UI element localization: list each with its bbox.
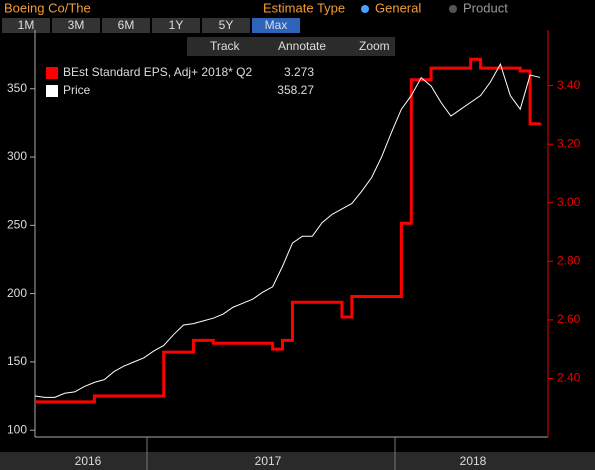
legend <box>40 63 318 101</box>
y2-tick-label: 2.40 <box>557 371 581 385</box>
radio-label[interactable]: Product <box>463 0 508 15</box>
y-tick-label: 200 <box>7 286 27 300</box>
toolbar <box>187 37 395 56</box>
radio[interactable] <box>449 5 457 13</box>
tool-button[interactable]: Annotate <box>278 39 326 53</box>
legend-label: BEst Standard EPS, Adj+ 2018* Q2 <box>63 65 252 79</box>
range-button[interactable] <box>52 18 100 33</box>
y2-tick-label: 2.80 <box>557 253 581 267</box>
range-button-label[interactable]: 1Y <box>169 18 184 32</box>
range-button-label[interactable]: 3M <box>68 18 85 32</box>
legend-value: 358.27 <box>277 83 314 97</box>
x-axis-band <box>0 452 595 470</box>
security-name: Boeing Co/The <box>4 0 91 15</box>
y-tick-label: 250 <box>7 217 27 231</box>
range-button[interactable] <box>252 18 300 33</box>
x-axis-label: 2016 <box>75 454 102 468</box>
range-button-label[interactable]: Max <box>265 18 288 32</box>
range-button[interactable] <box>2 18 50 33</box>
tool-button[interactable]: Track <box>210 39 241 53</box>
estimate-type-label: Estimate Type <box>263 0 345 15</box>
y-tick-label: 350 <box>7 81 27 95</box>
y2-tick-label: 3.20 <box>557 136 581 150</box>
legend-label: Price <box>63 83 91 97</box>
y2-tick-label: 3.00 <box>557 195 581 209</box>
price-line <box>34 62 541 398</box>
legend-swatch <box>46 85 58 97</box>
y-tick-label: 100 <box>7 422 27 436</box>
legend-value: 3.273 <box>284 65 314 79</box>
y2-tick-label: 3.40 <box>557 78 581 92</box>
range-button-label[interactable]: 6M <box>118 18 135 32</box>
range-button[interactable] <box>102 18 150 33</box>
x-axis-label: 2017 <box>255 454 282 468</box>
range-button-label[interactable]: 1M <box>18 18 35 32</box>
radio-label[interactable]: General <box>375 0 421 15</box>
eps-line <box>35 57 542 404</box>
y-tick-label: 300 <box>7 149 27 163</box>
range-button[interactable] <box>152 18 200 33</box>
x-axis-label: 2018 <box>460 454 487 468</box>
range-button[interactable] <box>202 18 250 33</box>
y2-tick-label: 2.60 <box>557 312 581 326</box>
tool-button[interactable]: Zoom <box>359 39 390 53</box>
y-tick-label: 150 <box>7 354 27 368</box>
radio-selected[interactable] <box>361 5 369 13</box>
legend-swatch <box>46 67 58 79</box>
range-button-label[interactable]: 5Y <box>219 18 234 32</box>
